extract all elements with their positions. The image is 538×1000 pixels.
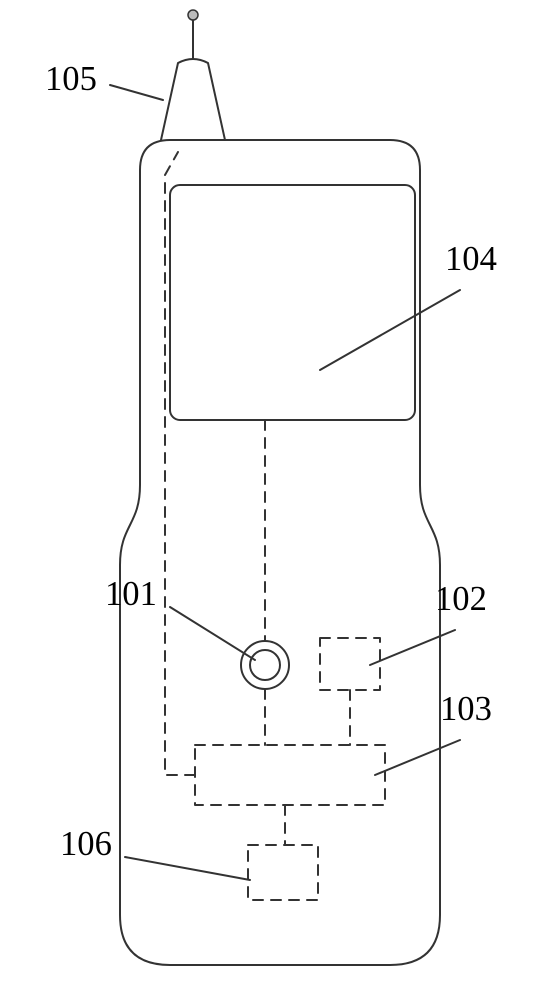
leader-106 [125, 857, 250, 880]
leader-104 [320, 290, 460, 370]
antenna-cone [161, 59, 225, 140]
leader-103 [375, 740, 460, 775]
button-101-inner [250, 650, 280, 680]
label-105: 105 [45, 60, 97, 98]
label-101: 101 [105, 575, 157, 613]
antenna-ball [188, 10, 198, 20]
button-101-outer [241, 641, 289, 689]
screen-rect [170, 185, 415, 420]
label-103: 103 [440, 690, 492, 728]
label-104: 104 [445, 240, 497, 278]
leader-102 [370, 630, 455, 665]
block-103 [195, 745, 385, 805]
block-106 [248, 845, 318, 900]
leader-101 [170, 607, 255, 660]
device-body-outline [120, 140, 440, 965]
label-102: 102 [435, 580, 487, 618]
leader-105 [110, 85, 163, 100]
label-106: 106 [60, 825, 112, 863]
